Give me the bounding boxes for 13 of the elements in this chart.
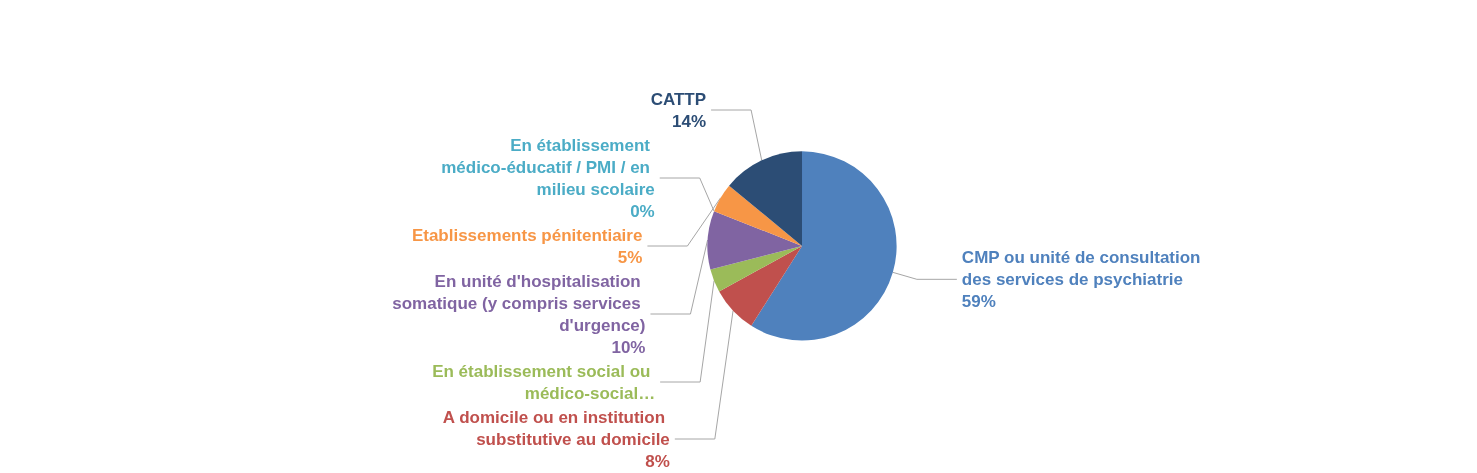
slice-label: Etablissements pénitentiaire: [411, 225, 643, 245]
data-label: 14%: [672, 111, 707, 131]
data-label: 5%: [617, 247, 643, 267]
slice-label: A domicile ou en institution substitutive au domicile: [442, 407, 670, 449]
slice-label: CATTP: [650, 89, 707, 109]
data-label: 8%: [645, 451, 670, 471]
slice-label: En établissement social ou médico-social…: [432, 361, 656, 403]
category-label: En établissement médico-éducatif / PMI / en milieu scolaire: [441, 135, 655, 199]
text: 0%: [630, 201, 655, 221]
slice-label: En unité d'hospitalisation somatique (y compris services d'urgence): [392, 271, 646, 335]
data-label: 59%: [961, 291, 996, 311]
slice-label: CMP ou unité de consultation des services de psychiatrie: [961, 247, 1206, 289]
data-label: 10%: [611, 337, 646, 357]
